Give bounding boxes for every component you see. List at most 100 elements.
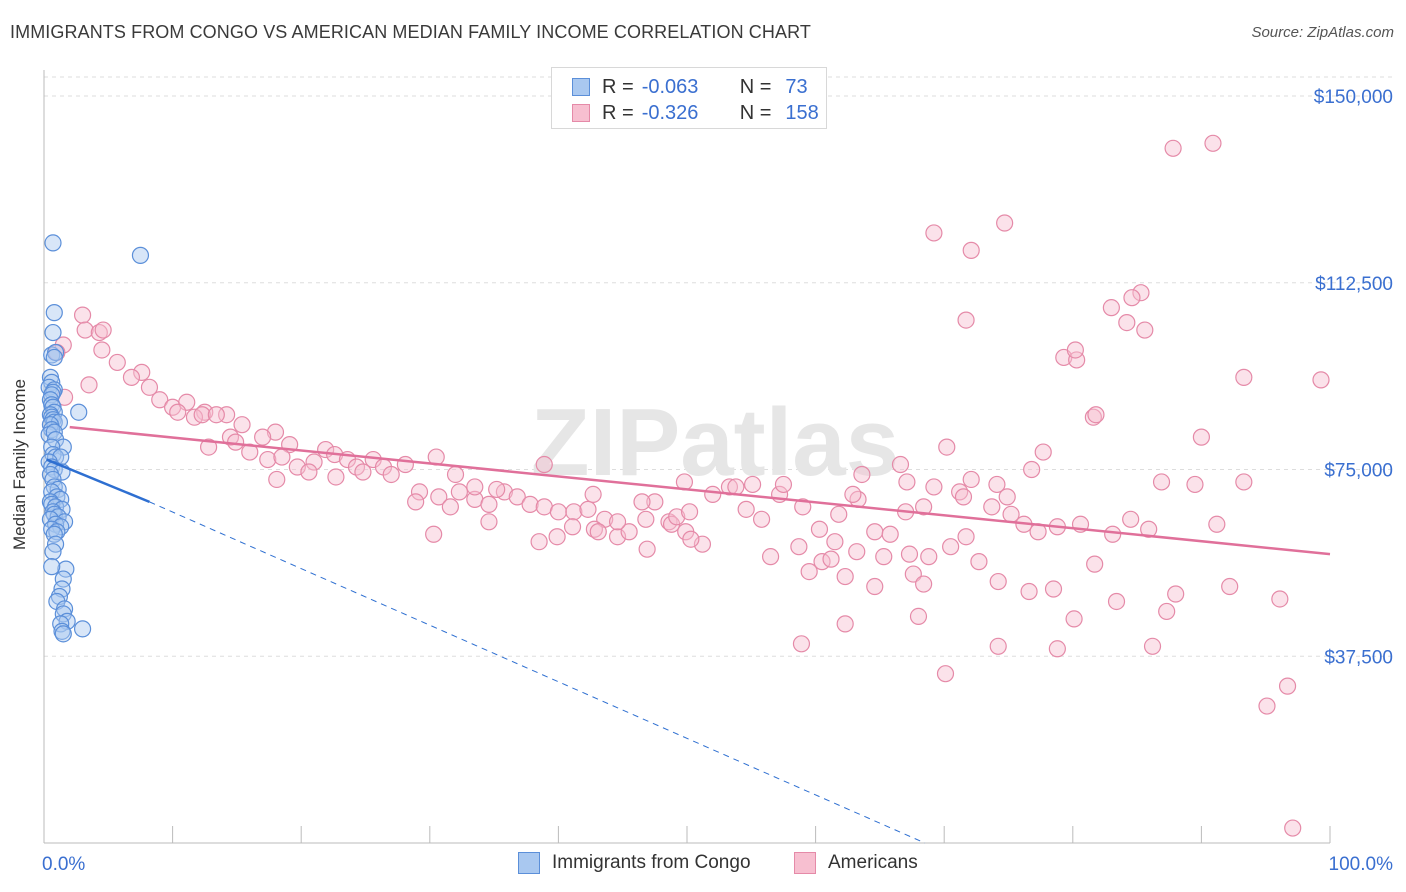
americans-point xyxy=(94,321,112,339)
americans-point xyxy=(1204,134,1222,152)
americans-point xyxy=(221,428,240,446)
americans-point xyxy=(565,503,583,521)
r-label: R = xyxy=(602,101,634,124)
americans-point xyxy=(1140,520,1158,538)
americans-point xyxy=(1132,284,1150,302)
congo-point xyxy=(45,304,63,322)
americans-point xyxy=(668,508,686,526)
americans-point xyxy=(915,575,933,593)
americans-point xyxy=(1235,368,1253,386)
americans-point xyxy=(988,475,1006,494)
americans-point xyxy=(1002,505,1020,523)
legend-item-congo[interactable]: Immigrants from Congo xyxy=(518,852,751,874)
americans-point xyxy=(425,525,443,543)
americans-point xyxy=(584,485,602,503)
americans-point xyxy=(233,416,251,434)
americans-point xyxy=(1271,590,1289,608)
americans-point xyxy=(866,577,884,596)
americans-point xyxy=(508,488,526,506)
americans-point xyxy=(983,498,1001,516)
americans-point xyxy=(790,538,808,556)
americans-point xyxy=(962,470,980,489)
y-tick-label: $150,000 xyxy=(1314,87,1393,108)
americans-point xyxy=(530,533,548,551)
americans-point xyxy=(761,548,780,566)
americans-point xyxy=(193,406,211,424)
americans-point xyxy=(936,665,955,683)
y-tick-label: $112,500 xyxy=(1315,274,1393,295)
americans-point xyxy=(925,224,943,242)
congo-points xyxy=(40,234,150,643)
congo-point xyxy=(44,323,62,342)
americans-swatch xyxy=(794,852,816,874)
americans-point xyxy=(608,513,627,531)
americans-point xyxy=(720,478,739,496)
americans-point xyxy=(704,485,722,503)
americans-point xyxy=(521,495,539,513)
americans-point xyxy=(1066,341,1084,359)
n-label: N = xyxy=(739,75,772,98)
americans-point xyxy=(682,530,700,548)
americans-point xyxy=(80,376,98,394)
americans-point xyxy=(169,403,187,421)
americans-point xyxy=(1186,475,1204,494)
americans-point xyxy=(774,475,793,494)
americans-point xyxy=(354,463,372,481)
r-value: -0.063 xyxy=(641,75,699,98)
americans-point xyxy=(441,498,459,516)
americans-point xyxy=(822,550,840,568)
americans-point xyxy=(915,498,933,516)
americans-point xyxy=(810,520,829,538)
americans-point xyxy=(563,518,582,536)
congo-point xyxy=(73,620,92,638)
legend-label: Immigrants from Congo xyxy=(552,852,751,873)
americans-point xyxy=(938,438,956,456)
congo-point xyxy=(57,560,75,578)
americans-points xyxy=(48,134,1330,837)
x-tick-label: 100.0% xyxy=(1329,854,1394,875)
americans-point xyxy=(836,567,854,586)
americans-trend-line xyxy=(69,425,1331,556)
americans-point xyxy=(1136,321,1154,339)
americans-point xyxy=(589,523,607,541)
series-legend: Immigrants from Congo Americans xyxy=(0,852,1406,876)
congo-point xyxy=(43,558,61,576)
americans-point xyxy=(446,465,465,484)
americans-point xyxy=(1192,428,1211,446)
congo-trend-line xyxy=(46,458,150,504)
americans-point xyxy=(957,528,975,546)
trend-lines xyxy=(46,425,1331,844)
congo-point xyxy=(48,523,66,541)
americans-point xyxy=(925,478,943,496)
correlation-legend: R = -0.063 N = 73 R = -0.326 N = 158 xyxy=(551,67,827,129)
americans-point xyxy=(620,523,638,541)
americans-point xyxy=(792,635,811,653)
americans-point xyxy=(1167,585,1185,603)
americans-point xyxy=(1048,640,1066,658)
americans-point xyxy=(957,311,975,329)
congo-swatch xyxy=(518,852,540,874)
americans-point xyxy=(1086,555,1104,573)
americans-point xyxy=(151,391,169,409)
congo-point xyxy=(131,246,150,264)
americans-point xyxy=(1034,443,1052,461)
americans-point xyxy=(466,478,484,496)
americans-point xyxy=(1087,406,1105,424)
americans-point xyxy=(962,241,980,259)
americans-point xyxy=(989,637,1007,655)
americans-point xyxy=(268,470,286,489)
tick-labels: $37,500 $75,000 $112,500 $150,000 0.0% 100.0% xyxy=(42,87,1393,875)
legend-item-americans[interactable]: Americans xyxy=(794,852,918,874)
americans-point xyxy=(1122,510,1140,528)
americans-point xyxy=(752,510,771,528)
americans-point xyxy=(1102,299,1120,317)
americans-point xyxy=(266,423,285,441)
americans-point xyxy=(1065,610,1083,628)
legend-row-congo: R = -0.063 N = 73 xyxy=(572,75,808,99)
americans-point xyxy=(1278,677,1297,695)
congo-point xyxy=(44,543,62,561)
americans-point xyxy=(737,500,755,518)
americans-point xyxy=(998,488,1016,506)
americans-point xyxy=(480,495,498,513)
americans-point xyxy=(93,341,111,359)
